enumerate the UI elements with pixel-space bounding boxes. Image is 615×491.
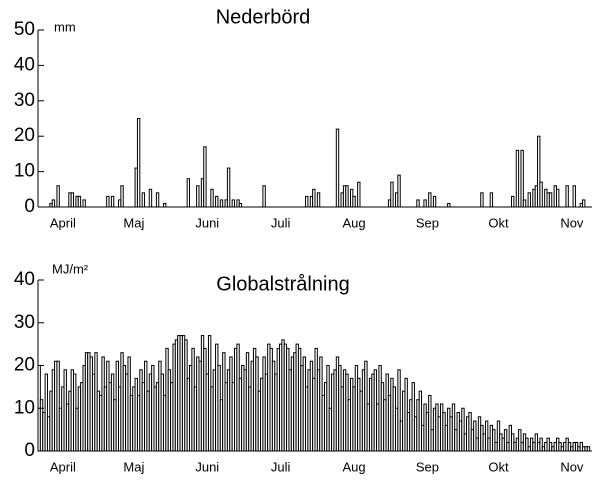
bar — [219, 199, 224, 208]
y-tick-label: 50 — [14, 19, 35, 40]
y-unit: MJ/m² — [52, 261, 89, 276]
bar — [548, 192, 553, 208]
bar — [77, 195, 82, 208]
bar — [196, 185, 200, 208]
y-tick-label: 0 — [24, 196, 35, 217]
x-tick-label: Nov — [560, 459, 584, 474]
bar — [70, 192, 75, 208]
bar — [316, 192, 321, 208]
bar — [539, 181, 543, 208]
bar — [155, 192, 160, 208]
x-tick-label: Maj — [123, 215, 144, 230]
bar — [586, 446, 591, 452]
x-tick-label: Aug — [342, 459, 365, 474]
bar — [432, 195, 437, 208]
y-tick-label: 10 — [14, 161, 35, 182]
chart-title: Globalstrålning — [216, 273, 349, 295]
bar — [56, 185, 60, 208]
bar — [522, 199, 527, 208]
bar — [141, 192, 146, 208]
bar — [215, 195, 219, 208]
bar — [262, 185, 266, 208]
x-tick-label: Aug — [342, 215, 365, 230]
x-tick-label: Sep — [416, 459, 439, 474]
bar — [489, 192, 494, 208]
bar — [565, 185, 569, 208]
bar — [511, 195, 515, 208]
bar — [357, 181, 361, 208]
y-tick-label: 30 — [14, 90, 35, 111]
x-tick-label: Juni — [195, 459, 219, 474]
bar — [555, 188, 560, 208]
y-tick-label: 30 — [14, 312, 35, 333]
bar — [238, 202, 243, 208]
bar — [390, 181, 394, 208]
bar — [447, 202, 451, 208]
y-tick-label: 20 — [14, 355, 35, 376]
bar — [148, 188, 153, 208]
bar — [203, 146, 207, 208]
bar — [423, 199, 427, 208]
x-tick-label: Juli — [271, 215, 291, 230]
x-tick-label: Juni — [195, 215, 219, 230]
x-tick-label: April — [50, 459, 76, 474]
x-tick-label: Maj — [123, 459, 144, 474]
y-unit: mm — [54, 19, 76, 34]
bar — [335, 128, 340, 208]
bar — [106, 195, 110, 208]
bar — [352, 195, 356, 208]
bar — [312, 188, 316, 208]
x-tick-label: Juli — [271, 459, 291, 474]
bar — [480, 192, 484, 208]
x-tick-label: Sep — [416, 215, 439, 230]
y-tick-label: 10 — [14, 397, 35, 418]
bar — [527, 192, 531, 208]
bar — [305, 195, 309, 208]
bar — [210, 188, 214, 208]
bar — [515, 149, 520, 208]
bar — [226, 167, 231, 208]
x-tick-label: Nov — [560, 215, 584, 230]
bar — [572, 185, 576, 208]
bar — [428, 192, 432, 208]
bar — [186, 178, 191, 208]
y-tick-label: 40 — [14, 269, 35, 290]
bar — [345, 185, 349, 208]
bar — [82, 199, 86, 208]
bar — [416, 199, 420, 208]
bar — [520, 149, 524, 208]
y-tick-label: 20 — [14, 125, 35, 146]
bar — [397, 174, 401, 208]
bar — [51, 199, 56, 208]
x-tick-label: Okt — [488, 459, 509, 474]
bar — [582, 199, 586, 208]
bar — [136, 118, 141, 208]
x-tick-label: April — [50, 215, 76, 230]
bar — [110, 195, 115, 208]
bar — [162, 202, 167, 208]
chart-title: Nederbörd — [216, 6, 311, 28]
bar — [231, 199, 236, 208]
bar — [120, 185, 124, 208]
y-tick-label: 0 — [24, 440, 35, 461]
x-tick-label: Okt — [488, 215, 509, 230]
y-tick-label: 40 — [14, 54, 35, 75]
